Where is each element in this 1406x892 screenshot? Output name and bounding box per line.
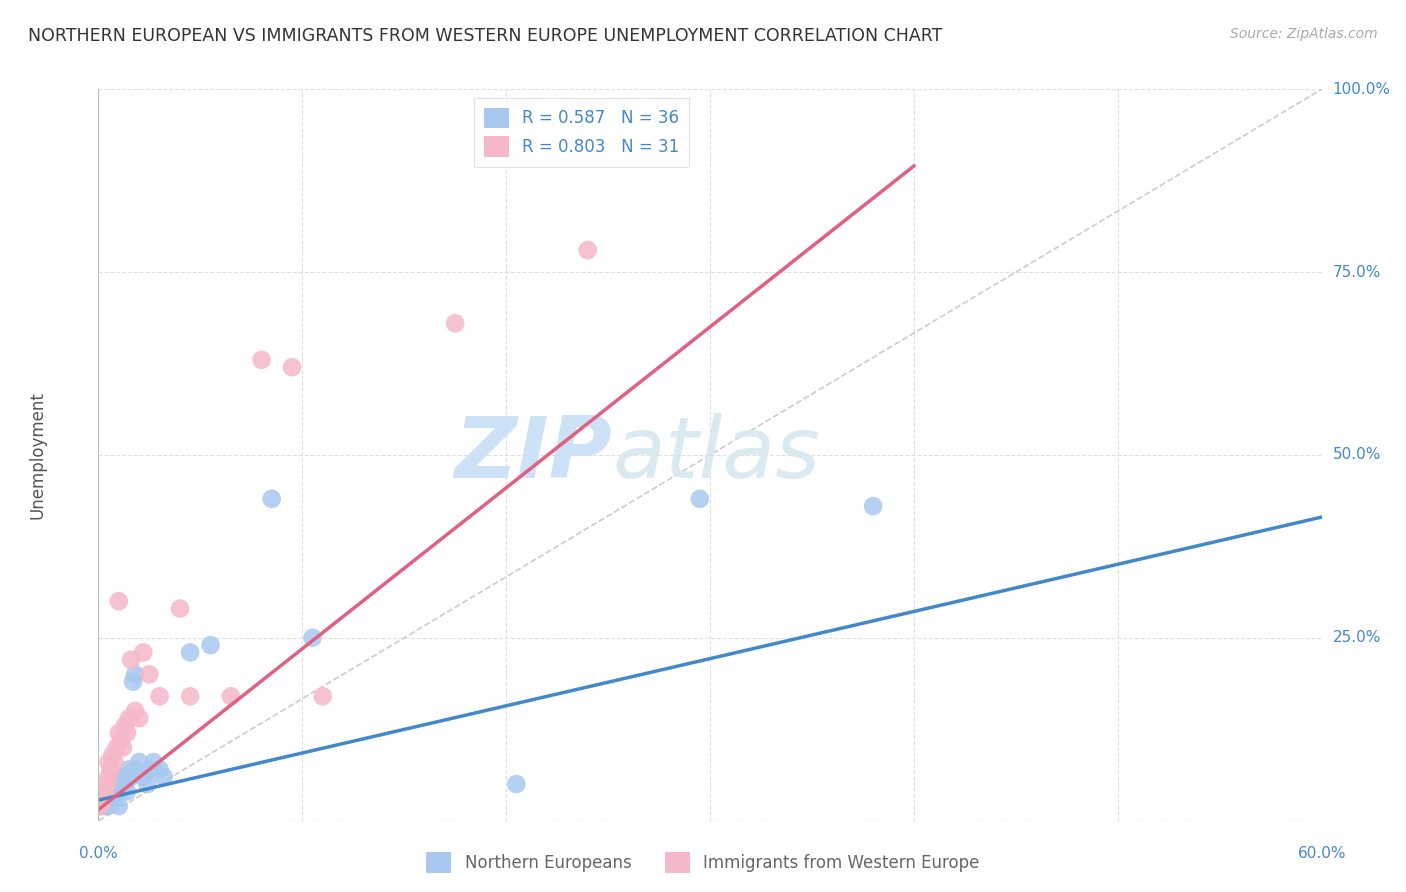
Text: 100.0%: 100.0% [1333, 82, 1391, 96]
Text: ZIP: ZIP [454, 413, 612, 497]
Point [138, 763, 160, 777]
Point [114, 718, 136, 732]
Point [108, 799, 131, 814]
Point [108, 726, 131, 740]
Point [312, 690, 335, 704]
Text: atlas: atlas [612, 413, 820, 497]
Point [179, 690, 201, 704]
Point [110, 733, 132, 747]
Point [101, 784, 124, 798]
Point [862, 499, 884, 513]
Point [105, 777, 128, 791]
Point [281, 360, 304, 375]
Point [124, 667, 146, 681]
Point [122, 674, 145, 689]
Point [132, 645, 155, 659]
Point [444, 316, 467, 330]
Text: 25.0%: 25.0% [1333, 631, 1381, 645]
Point [128, 711, 150, 725]
Legend: Northern Europeans, Immigrants from Western Europe: Northern Europeans, Immigrants from West… [420, 846, 986, 880]
Point [138, 667, 160, 681]
Point [136, 777, 159, 791]
Point [689, 491, 711, 506]
Text: Unemployment: Unemployment [28, 391, 46, 519]
Point [100, 777, 122, 791]
Point [97, 799, 120, 814]
Point [149, 763, 172, 777]
Text: Source: ZipAtlas.com: Source: ZipAtlas.com [1230, 27, 1378, 41]
Text: 0.0%: 0.0% [79, 846, 118, 861]
Point [120, 770, 142, 784]
Text: 75.0%: 75.0% [1333, 265, 1381, 279]
Point [89, 799, 111, 814]
Point [91, 791, 114, 805]
Point [104, 770, 127, 784]
Point [149, 690, 172, 704]
Point [115, 726, 138, 740]
Point [100, 763, 122, 777]
Point [576, 243, 599, 257]
Point [105, 740, 128, 755]
Point [169, 601, 191, 615]
Point [118, 763, 141, 777]
Point [100, 791, 122, 805]
Point [124, 763, 146, 777]
Point [101, 747, 124, 762]
Point [91, 791, 114, 805]
Point [301, 631, 323, 645]
Point [108, 784, 131, 798]
Point [111, 770, 134, 784]
Point [505, 777, 527, 791]
Point [120, 653, 142, 667]
Point [97, 784, 120, 798]
Point [93, 799, 115, 814]
Point [152, 770, 174, 784]
Point [97, 755, 120, 769]
Point [115, 784, 138, 798]
Point [114, 777, 136, 791]
Point [111, 740, 134, 755]
Point [219, 690, 242, 704]
Point [104, 755, 127, 769]
Point [179, 645, 201, 659]
Point [97, 770, 120, 784]
Text: 60.0%: 60.0% [1298, 846, 1346, 861]
Point [93, 784, 115, 798]
Point [142, 755, 165, 769]
Text: 50.0%: 50.0% [1333, 448, 1381, 462]
Text: NORTHERN EUROPEAN VS IMMIGRANTS FROM WESTERN EUROPE UNEMPLOYMENT CORRELATION CHA: NORTHERN EUROPEAN VS IMMIGRANTS FROM WES… [28, 27, 942, 45]
Point [200, 638, 222, 652]
Point [132, 770, 155, 784]
Point [104, 791, 127, 805]
Legend: R = 0.587   N = 36, R = 0.803   N = 31: R = 0.587 N = 36, R = 0.803 N = 31 [474, 97, 689, 167]
Point [124, 704, 146, 718]
Point [96, 791, 118, 805]
Point [96, 777, 118, 791]
Point [260, 491, 283, 506]
Point [250, 352, 273, 367]
Point [108, 594, 131, 608]
Point [89, 799, 111, 814]
Point [118, 711, 141, 725]
Point [128, 755, 150, 769]
